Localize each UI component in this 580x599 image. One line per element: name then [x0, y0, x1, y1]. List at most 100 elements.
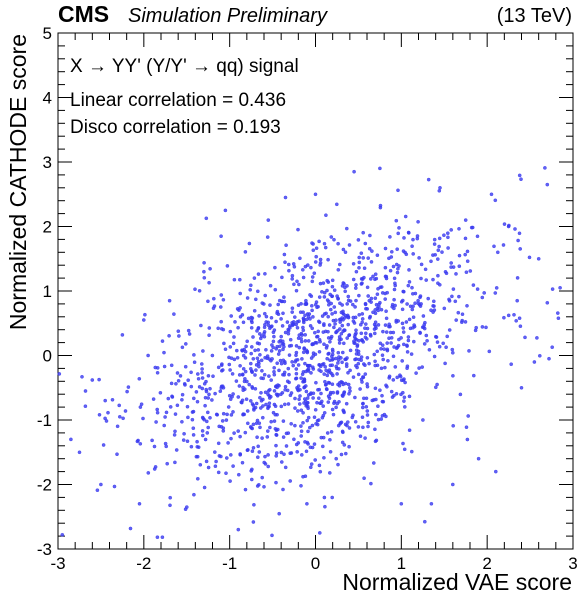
data-point — [309, 303, 314, 308]
data-point — [236, 429, 240, 433]
data-point — [467, 349, 471, 353]
data-point — [249, 351, 253, 356]
data-point — [294, 288, 299, 293]
y-tick-label: -3 — [37, 540, 52, 559]
data-point — [379, 307, 384, 312]
data-point — [211, 374, 215, 379]
data-point — [410, 285, 414, 290]
data-point — [286, 366, 291, 371]
status-label: Simulation Preliminary — [128, 5, 328, 27]
data-point — [385, 341, 390, 345]
data-point — [339, 337, 343, 342]
data-point — [234, 379, 239, 383]
data-point — [208, 415, 212, 420]
data-point — [221, 297, 226, 302]
data-point — [231, 464, 235, 468]
data-point — [367, 298, 372, 303]
data-point — [400, 307, 405, 312]
data-point — [330, 312, 334, 316]
data-point — [263, 355, 267, 360]
x-tick-label: 0 — [311, 554, 320, 573]
data-point — [518, 324, 523, 329]
y-tick-label: 5 — [43, 24, 52, 43]
data-point — [275, 361, 280, 366]
data-point — [302, 346, 307, 350]
data-point — [337, 383, 342, 388]
data-point — [411, 315, 416, 320]
data-point — [471, 283, 476, 287]
data-point — [204, 459, 209, 464]
data-point — [391, 378, 396, 382]
data-point — [226, 405, 231, 409]
data-point — [269, 419, 274, 424]
data-point — [329, 334, 334, 339]
data-point — [302, 385, 306, 390]
data-point — [353, 395, 357, 400]
data-point — [323, 245, 328, 250]
data-point — [384, 316, 389, 321]
data-point — [312, 442, 317, 446]
data-point — [264, 347, 268, 352]
data-point — [348, 299, 353, 303]
data-point — [343, 285, 347, 290]
data-point — [373, 320, 378, 325]
data-point — [394, 391, 399, 396]
data-point — [237, 277, 242, 282]
data-point — [387, 324, 391, 329]
data-point — [293, 423, 297, 428]
data-point — [322, 372, 327, 376]
data-point — [103, 398, 107, 403]
data-point — [267, 393, 272, 398]
data-point — [170, 394, 174, 399]
data-point — [310, 279, 315, 284]
data-point — [269, 378, 274, 382]
data-point — [390, 302, 395, 307]
data-point — [484, 325, 488, 330]
data-point — [225, 412, 229, 417]
data-point — [199, 362, 204, 366]
data-point — [308, 323, 313, 328]
data-point — [262, 329, 267, 334]
data-point — [454, 272, 458, 276]
data-point — [224, 471, 228, 476]
data-point — [419, 276, 423, 281]
data-point — [409, 352, 414, 356]
data-point — [295, 279, 299, 284]
data-point — [550, 345, 555, 350]
data-point — [317, 463, 322, 468]
data-point — [402, 395, 407, 400]
data-point — [378, 285, 383, 290]
data-point — [316, 418, 321, 422]
data-point — [343, 289, 348, 294]
data-point — [457, 264, 462, 269]
data-point — [373, 277, 377, 282]
data-point — [333, 322, 337, 326]
data-point — [274, 454, 279, 458]
data-point — [376, 404, 380, 409]
data-point — [273, 426, 278, 431]
data-point — [315, 400, 319, 405]
data-point — [354, 352, 359, 356]
data-point — [265, 429, 270, 433]
data-point — [364, 396, 369, 401]
data-point — [216, 470, 221, 475]
data-point — [326, 400, 331, 404]
data-point — [253, 297, 258, 302]
data-point — [261, 302, 266, 306]
data-point — [189, 384, 194, 389]
data-point — [378, 203, 383, 208]
data-point — [341, 309, 345, 314]
data-point — [118, 414, 122, 419]
data-point — [163, 415, 167, 419]
data-point — [344, 357, 348, 362]
data-point — [186, 328, 191, 333]
data-point — [341, 408, 346, 413]
data-point — [366, 420, 371, 425]
data-point — [436, 248, 441, 252]
data-point — [395, 270, 400, 275]
data-point — [470, 225, 475, 230]
data-point — [243, 250, 248, 254]
data-point — [451, 423, 456, 428]
data-point — [310, 365, 315, 370]
data-point — [381, 329, 385, 334]
